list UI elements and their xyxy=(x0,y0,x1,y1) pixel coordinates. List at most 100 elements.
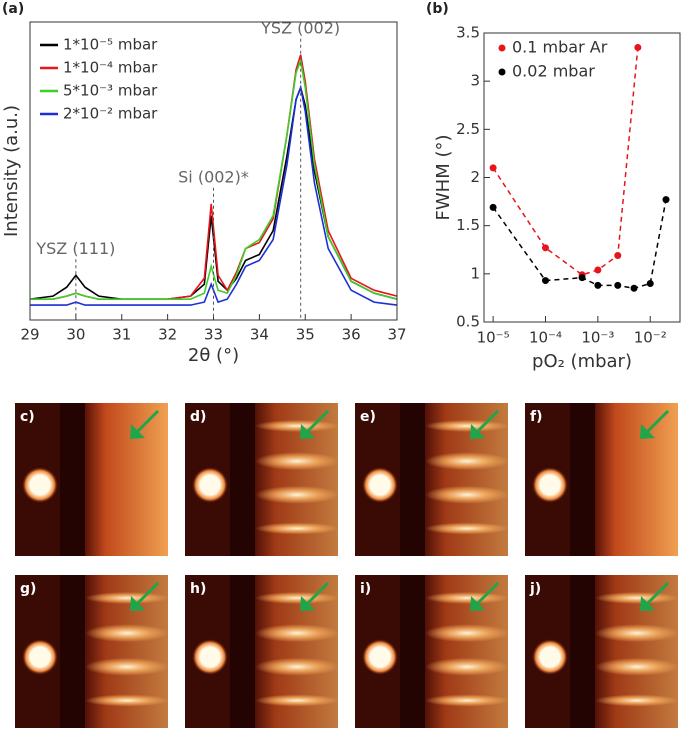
y-tick-label: 1.5 xyxy=(456,216,480,234)
annotation: YSZ (111) xyxy=(35,239,115,258)
direct-beam xyxy=(192,467,228,503)
data-point xyxy=(541,277,549,285)
spectrum-line xyxy=(30,57,398,300)
x-tick-label: 31 xyxy=(112,326,131,344)
rheed-image: h) xyxy=(185,575,339,728)
streak xyxy=(595,694,679,707)
streak xyxy=(255,624,339,643)
x-tick-label: 32 xyxy=(158,326,177,344)
image-label: f) xyxy=(530,409,543,425)
rheed-image: i) xyxy=(355,575,509,728)
streak xyxy=(595,624,679,643)
legend-label: 0.1 mbar Ar xyxy=(512,38,608,57)
image-label: g) xyxy=(20,581,36,597)
image-shadow xyxy=(60,575,85,728)
y-tick-label: 1 xyxy=(470,264,480,282)
x-tick-label: 29 xyxy=(20,326,39,344)
data-point xyxy=(541,244,549,252)
rheed-image: e) xyxy=(355,403,509,556)
arrow-head xyxy=(470,596,485,611)
x-tick-label: 10⁻³ xyxy=(581,329,614,347)
streak xyxy=(255,591,339,604)
image-glow xyxy=(595,403,678,556)
streak xyxy=(85,694,169,707)
streak xyxy=(85,624,169,643)
legend-label: 5*10⁻³ mbar xyxy=(63,82,158,100)
data-point xyxy=(594,266,602,274)
rheed-image: c) xyxy=(15,403,168,556)
image-label: c) xyxy=(20,409,35,425)
streak xyxy=(425,591,509,604)
y-tick-label: 2.5 xyxy=(456,120,480,138)
streak xyxy=(425,694,509,707)
streak xyxy=(255,694,339,707)
arrow-head xyxy=(130,424,145,439)
direct-beam xyxy=(192,639,228,675)
x-tick-label: 30 xyxy=(66,326,85,344)
annotation: Si (002)* xyxy=(178,167,249,186)
rheed-image: d) xyxy=(185,403,339,556)
data-point xyxy=(614,281,622,289)
legend-swatch xyxy=(498,68,506,76)
arrow-shaft xyxy=(644,581,670,607)
direct-beam xyxy=(22,639,58,675)
image-shadow xyxy=(60,403,85,556)
x-tick-label: 10⁻⁴ xyxy=(529,329,562,347)
image-shadow xyxy=(570,575,595,728)
y-axis-label: FWHM (°) xyxy=(433,135,454,221)
image-shadow xyxy=(400,575,425,728)
arrow-shaft xyxy=(474,409,500,435)
arrow-head xyxy=(640,596,655,611)
data-point xyxy=(614,252,622,260)
image-label: i) xyxy=(360,581,371,597)
x-tick-label: 10⁻² xyxy=(634,329,667,347)
rheed-image: g) xyxy=(15,575,169,728)
image-shadow xyxy=(570,403,595,556)
streak xyxy=(425,522,509,535)
x-tick-label: 10⁻⁵ xyxy=(477,329,510,347)
x-axis-label: 2θ (°) xyxy=(188,345,239,366)
data-point xyxy=(489,164,497,172)
plot-frame xyxy=(483,32,681,323)
arrow-head xyxy=(470,424,485,439)
arrow-shaft xyxy=(304,409,330,435)
arrow-shaft xyxy=(134,581,160,607)
rheed-image: f) xyxy=(525,403,678,556)
image-shadow xyxy=(400,403,425,556)
arrow-shaft xyxy=(644,409,670,435)
data-point xyxy=(594,281,602,289)
annotation: YSZ (002) xyxy=(260,18,340,37)
streak xyxy=(595,591,679,604)
streak xyxy=(255,657,339,676)
arrow-shaft xyxy=(474,581,500,607)
streak xyxy=(255,452,339,471)
arrow-head xyxy=(640,424,655,439)
image-label: d) xyxy=(190,409,206,425)
data-point xyxy=(634,43,642,51)
image-label: e) xyxy=(360,409,376,425)
direct-beam xyxy=(362,467,398,503)
panel-label: (a) xyxy=(2,1,24,17)
rheed-image: j) xyxy=(525,575,679,728)
streak xyxy=(425,419,509,432)
image-shadow xyxy=(230,575,255,728)
plot-frame xyxy=(29,21,398,321)
legend-label: 2*10⁻² mbar xyxy=(63,105,158,123)
arrow-head xyxy=(130,596,145,611)
streak xyxy=(595,657,679,676)
direct-beam xyxy=(532,467,568,503)
y-tick-label: 0.5 xyxy=(456,313,480,331)
streak xyxy=(425,657,509,676)
x-tick-label: 36 xyxy=(342,326,361,344)
legend-label: 1*10⁻⁴ mbar xyxy=(63,59,158,77)
x-tick-label: 34 xyxy=(250,326,269,344)
data-point xyxy=(489,203,497,211)
legend-label: 0.02 mbar xyxy=(512,62,595,81)
streak xyxy=(255,485,339,504)
direct-beam xyxy=(362,639,398,675)
streak xyxy=(85,591,169,604)
direct-beam xyxy=(22,467,58,503)
streak xyxy=(255,522,339,535)
x-tick-label: 35 xyxy=(296,326,315,344)
